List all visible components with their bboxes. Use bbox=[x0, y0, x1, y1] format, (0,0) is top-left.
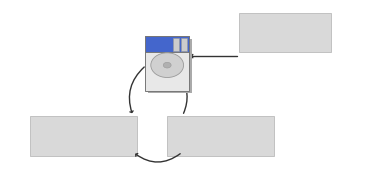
Bar bbox=[173, 38, 179, 51]
Bar bbox=[148, 39, 192, 93]
Bar bbox=[181, 38, 187, 51]
Bar bbox=[145, 36, 189, 90]
Bar bbox=[239, 13, 331, 52]
Bar bbox=[30, 116, 137, 156]
Bar bbox=[167, 116, 274, 156]
Ellipse shape bbox=[163, 62, 171, 68]
Bar bbox=[145, 36, 189, 52]
Ellipse shape bbox=[151, 53, 184, 77]
